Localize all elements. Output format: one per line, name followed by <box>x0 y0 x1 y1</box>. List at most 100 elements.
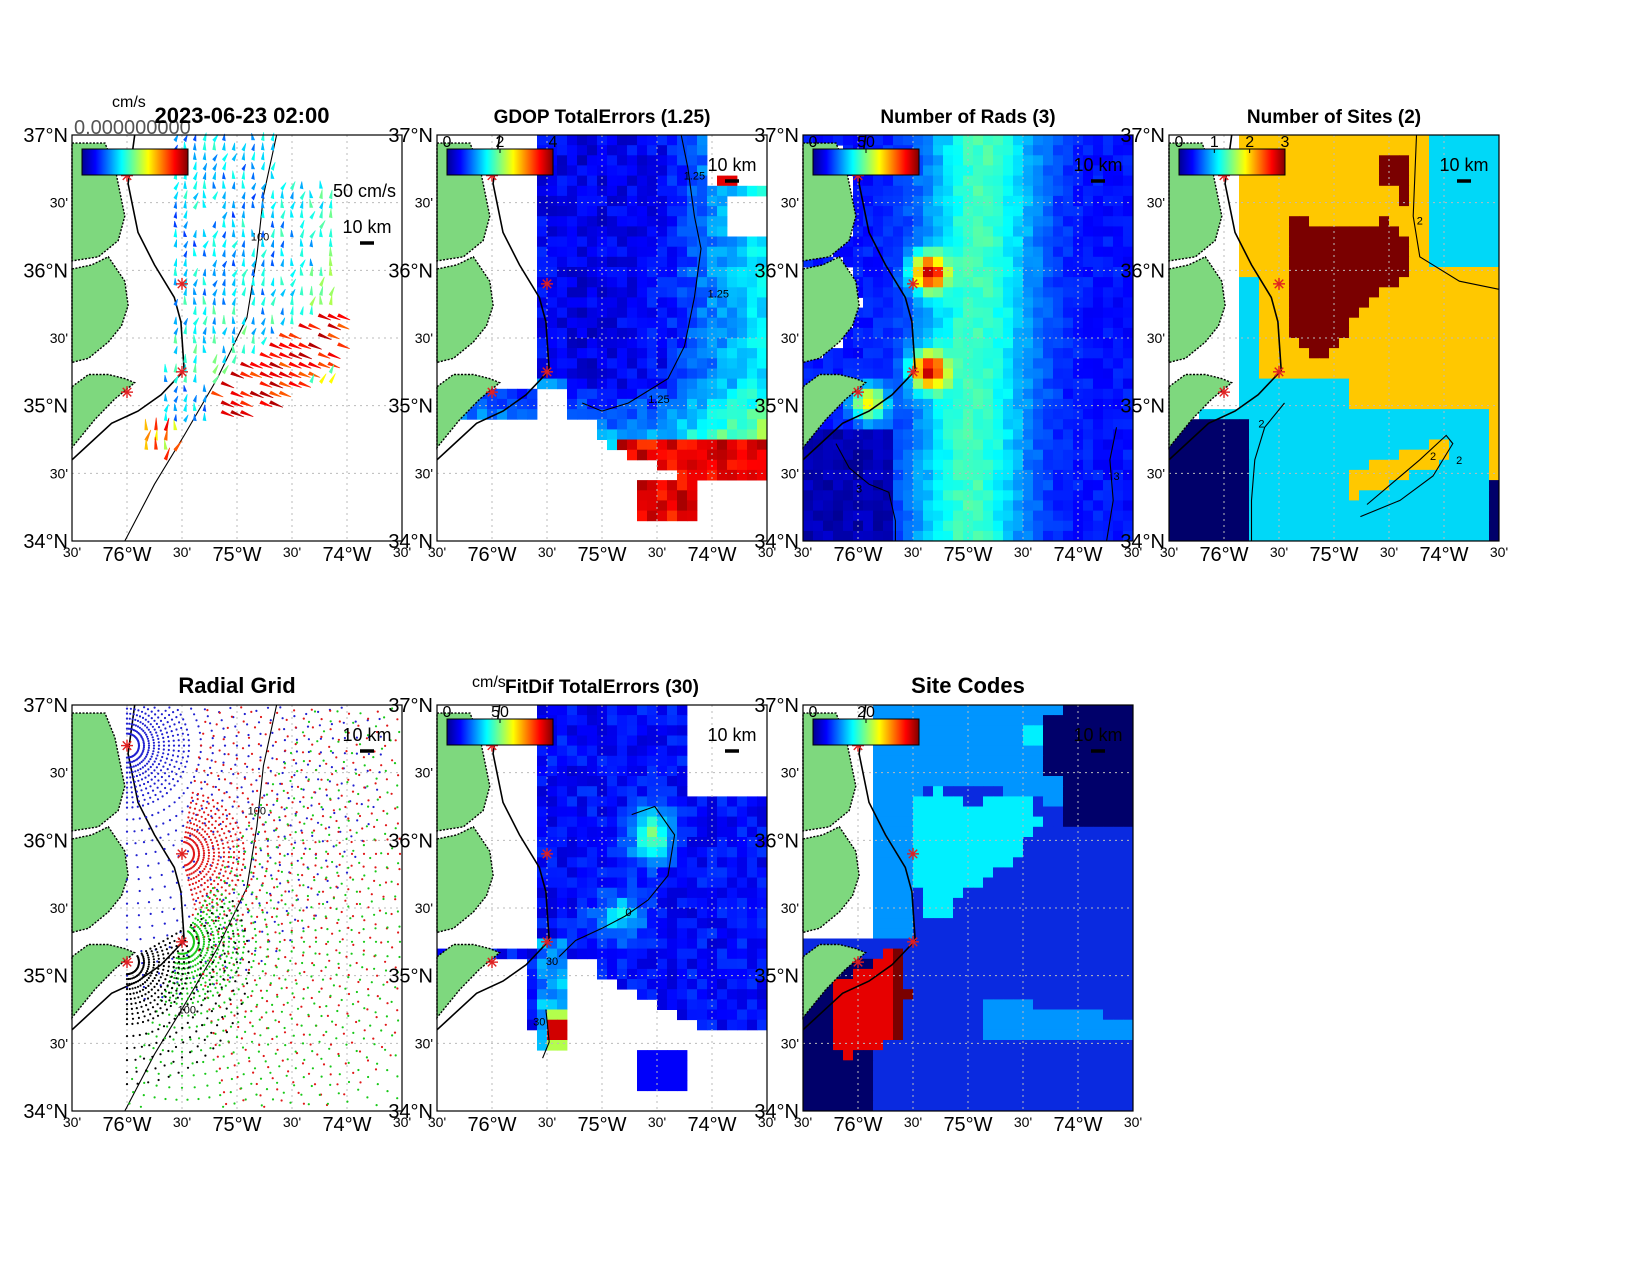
radial-grid-point <box>321 808 324 811</box>
radial-grid-point <box>275 878 278 881</box>
data-cell <box>933 287 944 298</box>
data-cell <box>1043 297 1054 308</box>
data-cell <box>893 216 904 227</box>
data-cell <box>973 165 984 176</box>
data-cell <box>923 398 934 410</box>
lon-tick-label: 74°W <box>1419 544 1468 566</box>
data-cell <box>1349 520 1360 532</box>
data-cell <box>1123 338 1134 349</box>
data-cell <box>1389 175 1400 187</box>
radial-grid-point <box>304 847 307 850</box>
data-cell <box>697 135 708 146</box>
data-cell <box>913 297 924 308</box>
data-cell <box>1459 327 1470 339</box>
data-cell <box>983 348 994 359</box>
data-cell <box>1359 409 1370 420</box>
data-cell <box>1329 297 1340 308</box>
data-cell <box>883 256 894 268</box>
radial-grid-point <box>294 743 297 746</box>
data-cell <box>923 246 934 258</box>
current-vector <box>241 170 246 180</box>
data-cell <box>1259 429 1270 440</box>
radial-grid-point <box>190 872 193 875</box>
radial-grid-point <box>211 799 215 802</box>
data-cell <box>1389 226 1400 237</box>
data-cell <box>1023 135 1034 146</box>
radial-grid-point <box>273 886 276 889</box>
data-cell <box>833 520 844 532</box>
data-cell <box>577 368 588 380</box>
data-cell <box>963 510 974 522</box>
data-cell <box>1369 520 1380 532</box>
lat-tick-label: 36°N <box>1120 260 1165 282</box>
data-cell <box>863 307 874 319</box>
radial-grid-point <box>247 911 250 914</box>
radial-grid-point <box>241 810 244 813</box>
data-cell <box>567 297 578 308</box>
radial-grid-point <box>125 756 129 759</box>
radial-grid-point <box>207 851 211 855</box>
radial-grid-point <box>182 750 185 753</box>
data-cell <box>667 419 678 430</box>
radial-grid-point <box>125 854 129 857</box>
radial-grid-point <box>232 851 236 854</box>
current-vector <box>221 153 229 162</box>
data-cell <box>657 165 668 176</box>
data-cell <box>953 398 964 410</box>
radial-grid-point <box>284 749 287 752</box>
data-cell <box>1023 338 1034 349</box>
radial-grid-point <box>225 791 228 794</box>
lat-tick-label: 30' <box>50 195 68 211</box>
data-cell <box>1279 307 1290 319</box>
data-cell <box>943 175 954 187</box>
data-cell <box>1259 246 1270 258</box>
current-vector <box>212 134 219 143</box>
data-cell <box>983 459 994 471</box>
data-cell <box>747 449 758 461</box>
data-cell <box>1419 327 1430 339</box>
data-cell <box>707 348 718 359</box>
radial-grid-point <box>230 715 233 718</box>
radial-grid-point <box>352 784 355 787</box>
data-cell <box>737 277 748 288</box>
data-cell <box>913 530 924 542</box>
data-cell <box>813 530 824 542</box>
data-cell <box>1073 277 1084 288</box>
data-cell <box>973 236 984 248</box>
radial-grid-point <box>240 836 243 839</box>
data-cell <box>883 185 894 197</box>
current-vector <box>299 306 304 316</box>
data-cell <box>1359 297 1370 308</box>
data-cell <box>1299 469 1310 481</box>
data-cell <box>1489 480 1500 491</box>
data-cell <box>1033 175 1044 187</box>
data-cell <box>943 287 954 298</box>
data-cell <box>1259 216 1270 227</box>
data-cell <box>1479 206 1490 217</box>
lat-tick-label: 30' <box>50 465 68 481</box>
data-cell <box>497 388 508 400</box>
data-cell <box>873 267 884 278</box>
data-cell <box>1369 246 1380 258</box>
data-cell <box>1469 226 1480 237</box>
data-cell <box>727 338 738 349</box>
data-cell <box>1479 175 1490 187</box>
data-cell <box>1469 297 1480 308</box>
data-cell <box>1429 348 1440 359</box>
data-cell <box>607 155 618 166</box>
radial-grid-point <box>236 786 239 790</box>
data-cell <box>677 327 688 339</box>
data-cell <box>1409 246 1420 258</box>
data-cell <box>1359 358 1370 369</box>
data-cell <box>1123 327 1134 339</box>
data-cell <box>1259 500 1270 511</box>
data-cell <box>843 236 854 248</box>
data-cell <box>1449 206 1460 217</box>
data-cell <box>1123 216 1134 227</box>
data-cell <box>1489 246 1500 258</box>
radial-grid-point <box>125 771 129 774</box>
radial-grid-point <box>142 729 145 733</box>
radial-grid-point <box>204 865 207 868</box>
data-cell <box>843 480 854 491</box>
